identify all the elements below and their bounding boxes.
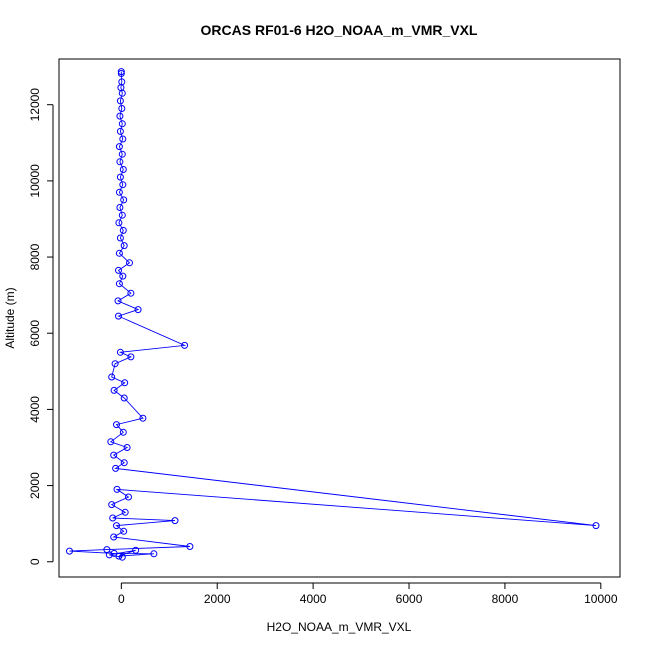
data-point (118, 120, 126, 128)
data-point (171, 517, 179, 525)
y-tick-label: 6000 (28, 320, 42, 347)
data-point (150, 550, 158, 558)
data-point (121, 508, 129, 516)
y-axis-label: Altitude (m) (3, 287, 17, 348)
data-point (132, 546, 140, 554)
data-point (116, 97, 124, 105)
y-tick-label: 2000 (28, 472, 42, 499)
data-point (112, 464, 120, 472)
data-point (116, 127, 124, 135)
data-point (181, 341, 189, 349)
x-tick-label: 4000 (300, 592, 327, 606)
data-point (120, 394, 128, 402)
x-tick-label: 10000 (584, 592, 618, 606)
data-point (119, 226, 127, 234)
data-point (116, 204, 124, 211)
data-point (134, 306, 142, 314)
y-tick-label: 4000 (28, 396, 42, 423)
x-tick-label: 6000 (396, 592, 423, 606)
data-point (114, 297, 122, 305)
data-point (116, 158, 124, 166)
x-axis-label: H2O_NOAA_m_VMR_VXL (267, 620, 412, 634)
data-point (109, 514, 117, 522)
data-point (186, 543, 194, 550)
y-tick-label: 12000 (28, 88, 42, 122)
data-point (110, 386, 118, 394)
data-point (139, 414, 147, 422)
data-point (120, 459, 128, 467)
data-point (119, 166, 127, 173)
data-point (115, 312, 122, 320)
data-point (126, 259, 133, 267)
data-point (120, 196, 128, 204)
data-point (110, 533, 118, 541)
series-line (69, 71, 597, 558)
data-point (120, 242, 128, 250)
data-point (121, 379, 129, 387)
data-point (120, 527, 128, 535)
plot-frame (58, 58, 621, 578)
y-axis: 0 2000 4000 6000 8000 10000 12000 (28, 88, 54, 565)
x-tick-label: 0 (118, 592, 125, 606)
data-point (113, 522, 120, 530)
data-point (116, 348, 124, 356)
y-tick-label: 0 (28, 558, 42, 565)
y-tick-label: 10000 (28, 164, 42, 198)
data-point (115, 266, 122, 274)
data-point (105, 551, 113, 559)
data-point (108, 501, 116, 509)
data-point (116, 173, 124, 181)
y-tick-label: 8000 (28, 243, 42, 270)
data-point (115, 219, 123, 227)
data-point (119, 135, 127, 143)
data-point (66, 547, 73, 555)
data-point (127, 289, 135, 297)
data-point (113, 485, 121, 493)
data-point (113, 421, 120, 429)
data-series (66, 68, 600, 561)
data-point (118, 553, 126, 561)
data-point (115, 552, 123, 560)
data-point (125, 493, 132, 501)
data-point (115, 280, 123, 288)
data-point (119, 428, 127, 436)
data-point (119, 272, 127, 280)
data-point (107, 438, 115, 446)
x-axis: 0 2000 4000 6000 8000 10000 (118, 582, 618, 606)
data-point (118, 211, 126, 219)
chart-title: ORCAS RF01-6 H2O_NOAA_m_VMR_VXL (201, 22, 478, 38)
data-point (115, 249, 123, 257)
data-point (116, 112, 124, 120)
data-point (127, 353, 135, 361)
data-point (110, 451, 118, 459)
data-point (118, 150, 126, 158)
data-point (592, 522, 600, 530)
x-tick-label: 8000 (492, 592, 519, 606)
data-point (119, 181, 127, 189)
data-point (111, 360, 119, 368)
data-point (108, 373, 116, 381)
data-point (123, 444, 131, 451)
data-point (115, 143, 123, 151)
data-point (117, 70, 125, 77)
x-tick-label: 2000 (204, 592, 231, 606)
data-point (118, 89, 126, 97)
data-point (115, 188, 123, 196)
data-point (116, 234, 124, 242)
data-point (118, 105, 126, 112)
data-point (117, 68, 125, 76)
